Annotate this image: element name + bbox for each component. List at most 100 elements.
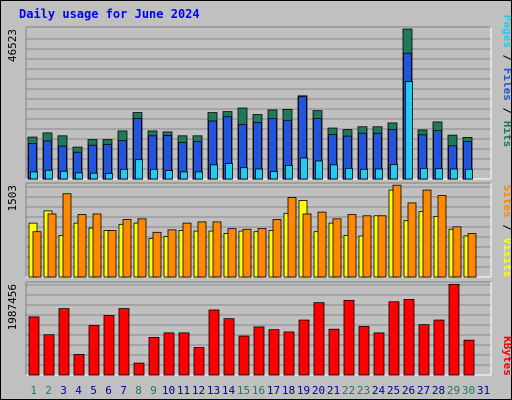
pages-bar	[240, 167, 248, 180]
x-tick-label: 22	[342, 384, 355, 397]
sites-bar	[212, 221, 222, 278]
legend-hits: Hits	[501, 121, 511, 148]
sites-bar	[227, 228, 237, 278]
legend-pages: Pages	[501, 15, 511, 48]
kbytes-bar	[73, 353, 85, 376]
x-tick-label: 10	[162, 384, 175, 397]
pages-bar	[435, 168, 443, 180]
pages-bar	[360, 168, 368, 180]
x-tick-label: 15	[237, 384, 250, 397]
kbytes-bar	[208, 309, 220, 376]
sites-bar	[407, 202, 417, 278]
sites-bar	[122, 219, 132, 278]
pages-bar	[285, 165, 293, 180]
y-max-label: 1987456	[6, 284, 19, 330]
kbytes-bar	[178, 332, 190, 376]
chart-title: Daily usage for June 2024	[19, 7, 200, 21]
sites-bar	[197, 221, 207, 278]
kbytes-bar	[163, 332, 175, 376]
pages-bar	[420, 167, 428, 180]
pages-bar	[30, 171, 38, 180]
pages-bar	[465, 168, 473, 180]
pages-bar	[255, 168, 263, 180]
sites-bar	[242, 228, 252, 278]
x-tick-label: 25	[387, 384, 400, 397]
sites-bar	[107, 230, 117, 278]
sites-bar	[362, 215, 372, 278]
x-tick-label: 20	[312, 384, 325, 397]
sites-bar	[377, 215, 387, 278]
legend-kbytes: KBytes	[501, 336, 511, 376]
x-tick-label: 4	[75, 384, 82, 397]
sites-bar	[422, 189, 432, 278]
pages-bar	[120, 168, 128, 180]
x-tick-label: 24	[372, 384, 386, 397]
x-tick-label: 29	[447, 384, 460, 397]
pages-bar	[195, 171, 203, 180]
legend-sep: /	[501, 48, 511, 68]
x-tick-label: 31	[477, 384, 490, 397]
x-tick-label: 9	[150, 384, 157, 397]
sites-bar	[92, 213, 102, 278]
sites-bar	[182, 222, 192, 278]
x-tick-label: 23	[357, 384, 370, 397]
sites-bar	[152, 231, 162, 278]
series-group-visits-sites	[28, 184, 477, 278]
series-group-kbytes	[28, 283, 475, 376]
pages-bar	[345, 167, 353, 180]
pages-bar	[300, 157, 308, 180]
x-tick-label: 27	[417, 384, 430, 397]
x-tick-label: 30	[462, 384, 475, 397]
kbytes-bar	[58, 308, 70, 376]
pages-bar	[75, 172, 83, 180]
x-tick-label: 14	[222, 384, 236, 397]
sites-bar	[32, 231, 42, 278]
kbytes-bar	[118, 308, 130, 376]
pages-bar	[135, 159, 143, 180]
pages-bar	[270, 171, 278, 180]
x-tick-label: 3	[60, 384, 67, 397]
kbytes-bar	[343, 299, 355, 376]
kbytes-bar	[463, 339, 475, 376]
pages-bar	[225, 163, 233, 180]
x-tick-label: 13	[207, 384, 220, 397]
x-tick-label: 21	[327, 384, 340, 397]
x-tick-label: 6	[105, 384, 112, 397]
x-tick-label: 19	[297, 384, 310, 397]
pages-bar	[330, 164, 338, 180]
kbytes-bar	[418, 324, 430, 376]
x-tick-label: 8	[135, 384, 142, 397]
legend-sites: Sites	[501, 185, 511, 218]
pages-bar	[60, 170, 68, 180]
pages-bar	[405, 81, 413, 180]
kbytes-bar	[148, 337, 160, 376]
pages-bar	[150, 168, 158, 180]
kbytes-bar	[223, 318, 235, 376]
x-tick-label: 16	[252, 384, 265, 397]
files-bar	[268, 118, 277, 180]
sites-bar	[62, 193, 72, 278]
x-tick-label: 11	[177, 384, 190, 397]
sites-bar	[167, 229, 177, 278]
sites-bar	[287, 197, 297, 278]
pages-bar	[375, 168, 383, 180]
kbytes-bar	[448, 283, 460, 376]
kbytes-bar	[358, 326, 370, 376]
kbytes-bar	[313, 302, 325, 376]
legend-sep: /	[501, 218, 511, 238]
sites-bar	[332, 218, 342, 278]
kbytes-bar	[238, 335, 250, 376]
pages-bar	[180, 171, 188, 180]
pages-bar	[105, 173, 113, 180]
sites-bar	[137, 218, 147, 278]
kbytes-bar	[253, 326, 265, 376]
kbytes-bar	[133, 362, 145, 376]
x-tick-label: 12	[192, 384, 205, 397]
legend-files: Files	[501, 68, 511, 101]
x-tick-label: 28	[432, 384, 445, 397]
kbytes-bar	[193, 347, 205, 376]
legend-sep: /	[501, 101, 511, 121]
kbytes-bar	[388, 301, 400, 376]
legend-visits: Visits	[501, 238, 511, 278]
